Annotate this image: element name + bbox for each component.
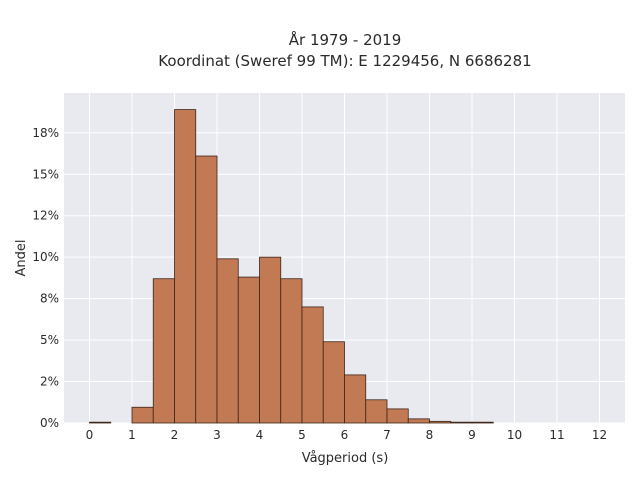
histogram-bar xyxy=(195,155,218,424)
y-axis-ticks: 0% 2% 5% 8% 10% 12% 15% 18% xyxy=(32,126,59,430)
x-axis-ticks: 0 1 2 3 4 5 6 7 8 9 10 11 12 xyxy=(86,428,607,442)
x-tick-label: 2 xyxy=(171,428,179,442)
x-tick-label: 9 xyxy=(468,428,476,442)
x-tick-label: 4 xyxy=(256,428,264,442)
y-axis-label: Andel xyxy=(14,240,29,277)
y-tick-label: 12% xyxy=(32,209,59,223)
histogram-bar xyxy=(259,256,282,424)
x-tick-label: 6 xyxy=(341,428,349,442)
histogram-bar xyxy=(216,258,239,424)
histogram-bar xyxy=(131,406,154,424)
histogram-bar xyxy=(237,276,260,424)
histogram-bar xyxy=(386,408,409,424)
histogram-bar xyxy=(407,418,430,424)
y-tick-label: 15% xyxy=(32,167,59,181)
x-axis-label: Vågperiod (s) xyxy=(302,451,389,466)
histogram-bar xyxy=(174,109,197,424)
x-tick-label: 12 xyxy=(592,428,607,442)
x-tick-label: 11 xyxy=(549,428,564,442)
x-tick-label: 8 xyxy=(426,428,434,442)
histogram-bar xyxy=(450,421,473,424)
y-tick-label: 2% xyxy=(40,375,59,389)
x-tick-label: 1 xyxy=(128,428,136,442)
y-tick-label: 18% xyxy=(32,126,59,140)
histogram-bar xyxy=(152,278,175,424)
chart-title-line2: Koordinat (Sweref 99 TM): E 1229456, N 6… xyxy=(158,52,531,70)
y-tick-label: 5% xyxy=(40,333,59,347)
y-tick-label: 0% xyxy=(40,416,59,430)
x-tick-label: 5 xyxy=(298,428,306,442)
histogram-bar xyxy=(429,420,452,424)
histogram-bar xyxy=(322,341,345,424)
bars xyxy=(89,109,494,424)
x-tick-label: 10 xyxy=(507,428,522,442)
y-tick-label: 8% xyxy=(40,292,59,306)
y-tick-label: 10% xyxy=(32,250,59,264)
histogram-bar xyxy=(344,374,367,424)
histogram-bar xyxy=(365,399,388,424)
x-tick-label: 3 xyxy=(213,428,221,442)
histogram-bar xyxy=(471,421,494,424)
histogram-bar xyxy=(89,421,112,424)
histogram-bar xyxy=(301,306,324,424)
x-tick-label: 7 xyxy=(383,428,391,442)
x-tick-label: 0 xyxy=(86,428,94,442)
chart-title-line1: År 1979 - 2019 xyxy=(289,30,402,49)
histogram-bar xyxy=(280,278,303,424)
